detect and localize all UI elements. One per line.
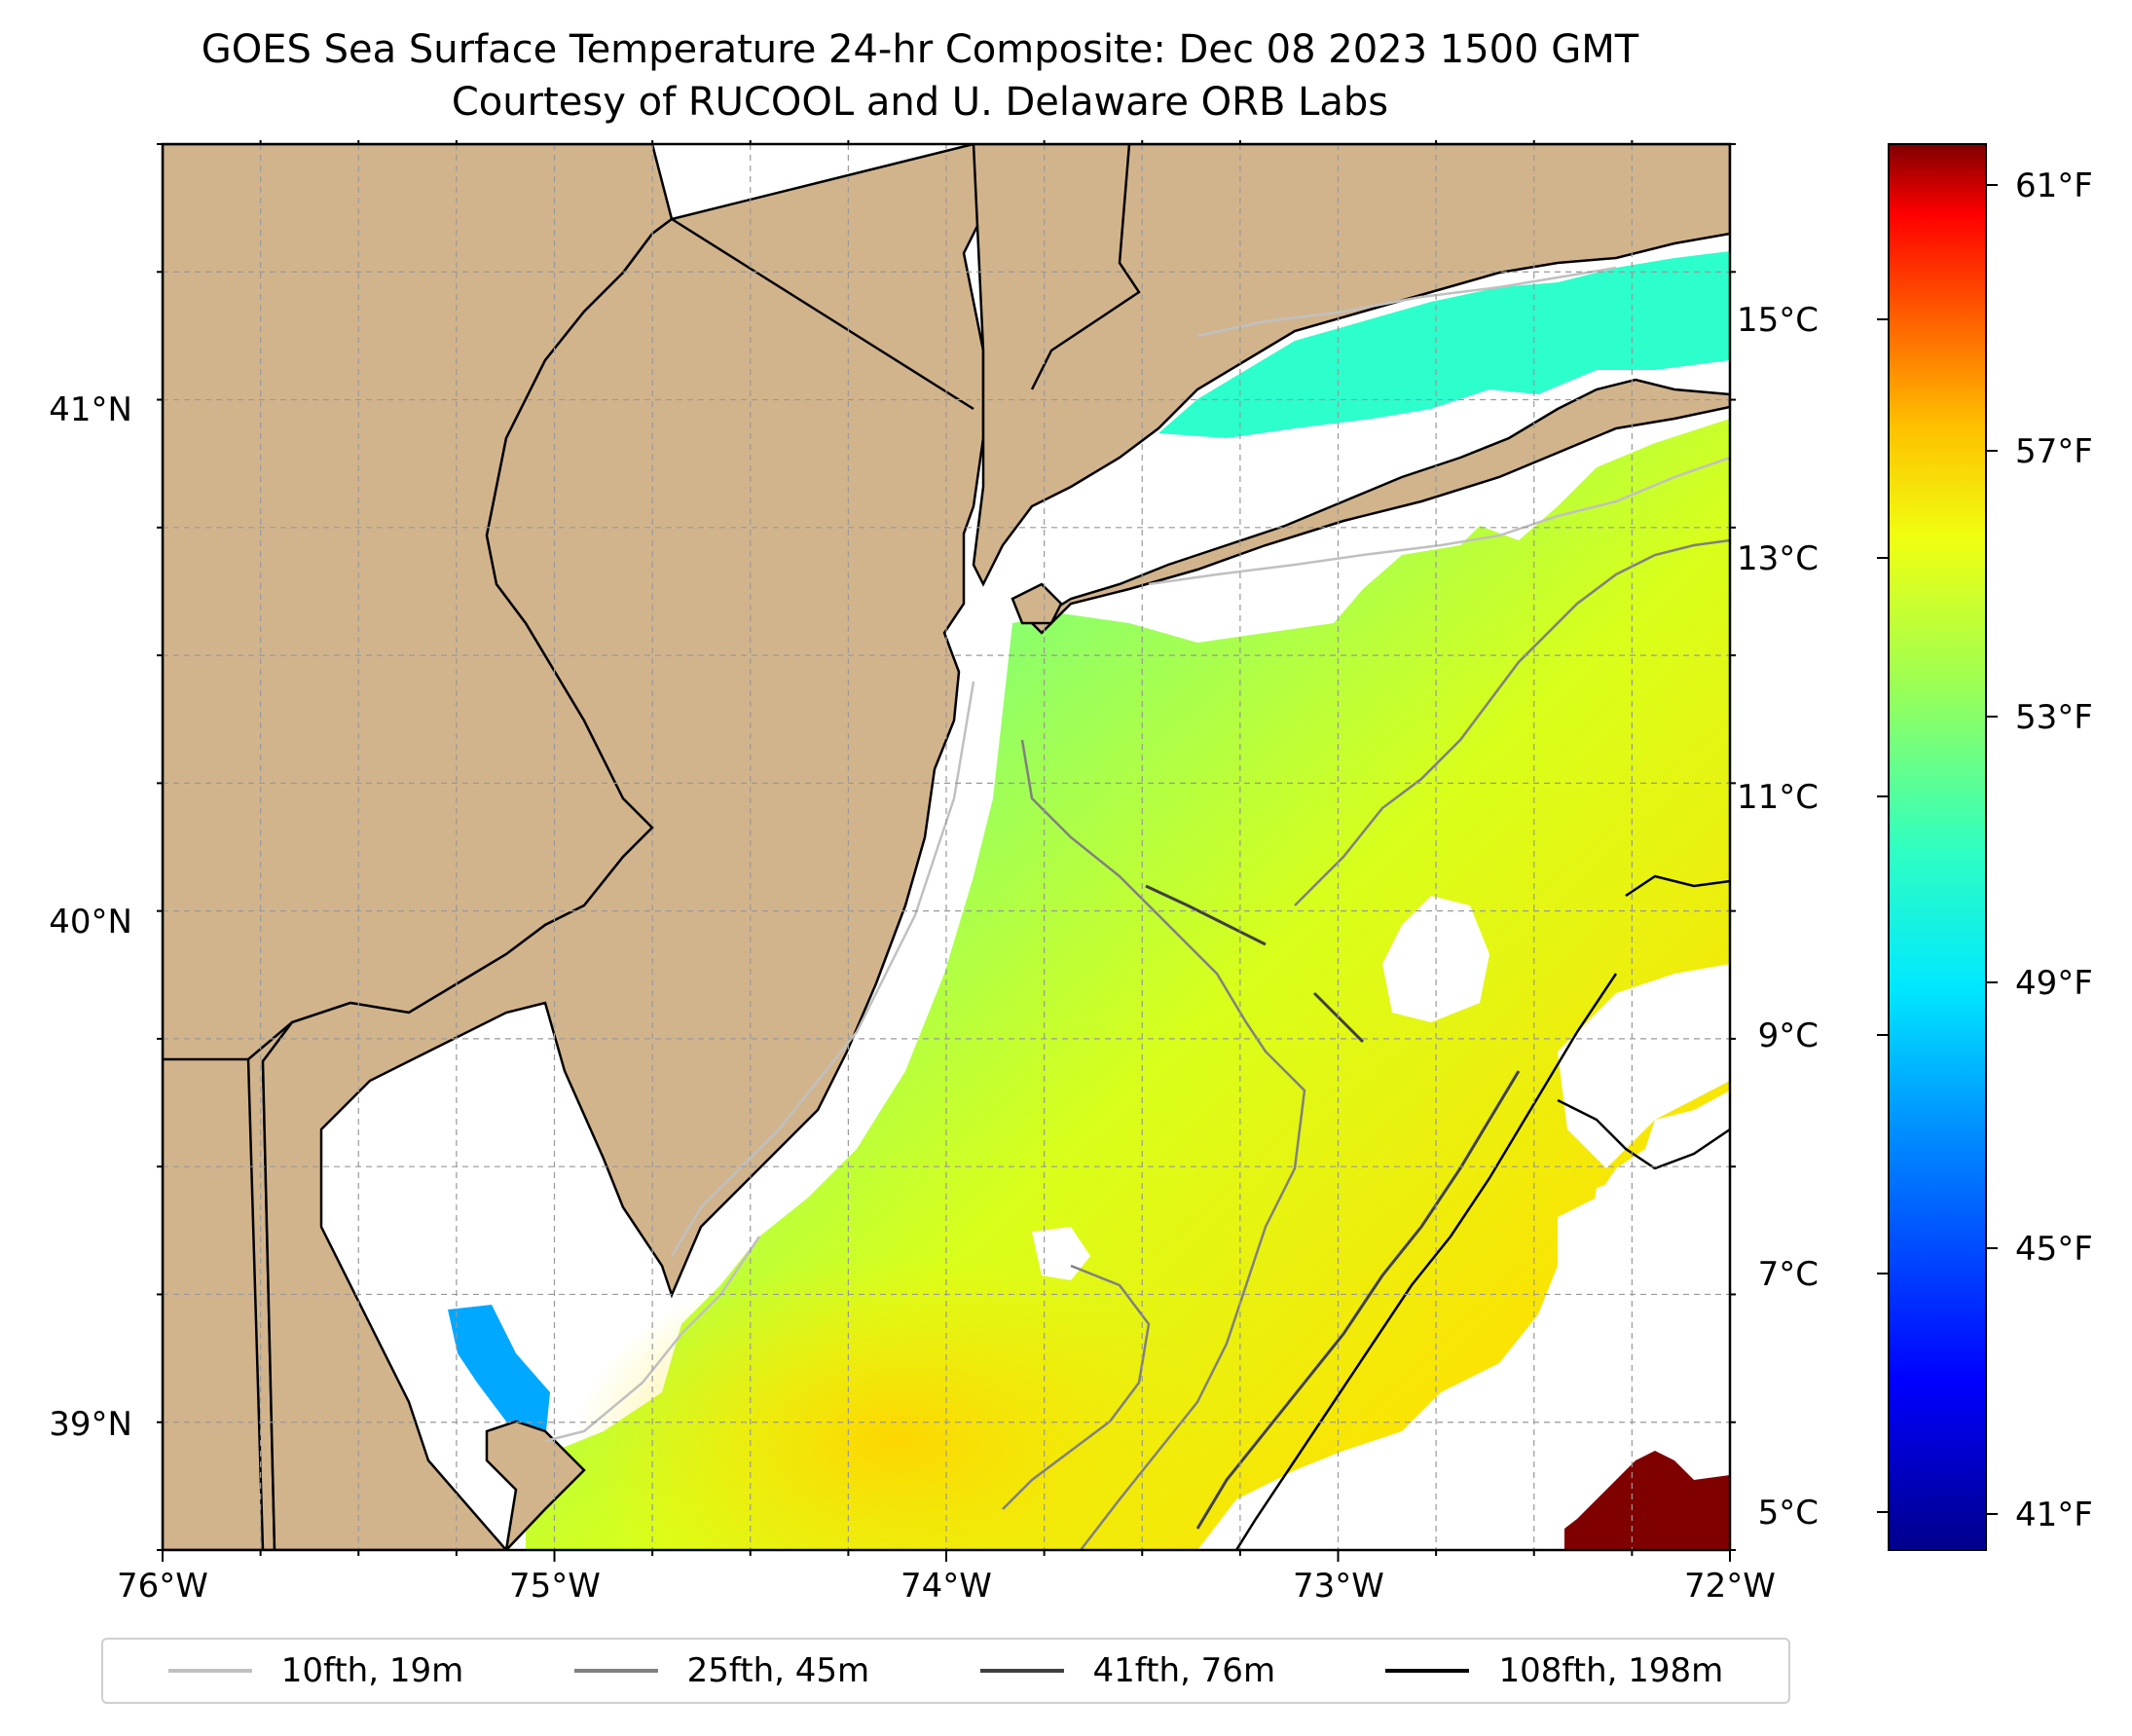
sst-field-sound — [1158, 251, 1730, 438]
legend-line — [1385, 1669, 1470, 1673]
contour-198m — [1234, 973, 1618, 1550]
contour-76m — [1145, 884, 1267, 946]
colorbar — [1888, 143, 1987, 1551]
lon-label: 72°W — [1684, 1567, 1776, 1606]
celsius-tick-label: 13°C — [1737, 539, 1819, 578]
fahrenheit-tick-label: 53°F — [2015, 698, 2093, 737]
sst-warm-patch — [1564, 1451, 1730, 1550]
contour-45m-east — [1294, 538, 1730, 906]
land-southern-delaware — [485, 1420, 586, 1550]
celsius-tick-label: 15°C — [1737, 301, 1819, 340]
legend-entry-25fth: 25fth, 45m — [573, 1651, 870, 1690]
contour-45m-loop — [1002, 1264, 1151, 1510]
lat-label: 41°N — [49, 390, 132, 429]
legend-label: 108fth, 198m — [1498, 1651, 1724, 1690]
fahrenheit-tick-label: 61°F — [2015, 166, 2093, 205]
legend-entry-108fth: 108fth, 198m — [1385, 1651, 1723, 1690]
lat-label: 40°N — [49, 903, 132, 942]
contour-45m — [1020, 739, 1306, 1550]
contour-19m — [670, 681, 975, 1257]
land-staten-island — [1011, 582, 1063, 625]
legend-label: 25fth, 45m — [686, 1651, 870, 1690]
legend-line — [573, 1669, 658, 1673]
lon-labels: 76°W 75°W 74°W 73°W 72°W — [117, 1567, 1776, 1606]
title-line-1: GOES Sea Surface Temperature 24-hr Compo… — [201, 27, 1639, 72]
axis-ticks — [157, 140, 1736, 1562]
legend-entry-10fth: 10fth, 19m — [167, 1651, 464, 1690]
fahrenheit-tick-label: 41°F — [2015, 1496, 2093, 1534]
contour-198m-b — [1557, 1098, 1730, 1170]
no-data-hole-2 — [1558, 964, 1730, 1168]
contour-76m-shelf — [1195, 1070, 1521, 1530]
lon-label: 76°W — [117, 1567, 208, 1606]
state-borders — [163, 144, 1141, 1550]
title-line-2: Courtesy of RUCOOL and U. Delaware ORB L… — [451, 80, 1389, 125]
contour-legend: 10fth, 19m 25fth, 45m 41fth, 76m 108fth,… — [101, 1638, 1790, 1704]
lat-labels: 41°N 40°N 39°N — [49, 390, 132, 1444]
lat-label: 39°N — [49, 1405, 132, 1444]
sst-field-delaware-bay — [448, 1305, 550, 1451]
contour-198m-c — [1625, 874, 1730, 898]
legend-entry-41fth: 41fth, 76m — [979, 1651, 1276, 1690]
land-new-york-ct — [972, 144, 1730, 587]
celsius-tick-labels: 15°C 13°C 11°C 9°C 7°C 5°C — [1737, 301, 1819, 1533]
legend-line — [979, 1669, 1064, 1673]
celsius-tick-label: 9°C — [1758, 1016, 1819, 1055]
map-area — [163, 144, 1730, 1550]
legend-label: 10fth, 19m — [280, 1651, 464, 1690]
land-long-island — [1030, 378, 1730, 635]
fahrenheit-tick-label: 49°F — [2015, 964, 2093, 1003]
lon-label: 73°W — [1293, 1567, 1384, 1606]
no-data-hole-3 — [1577, 1168, 1730, 1550]
celsius-tick-label: 7°C — [1758, 1255, 1819, 1294]
fahrenheit-tick-label: 45°F — [2015, 1230, 2093, 1269]
contour-19m-li — [1148, 456, 1730, 586]
warm-core — [574, 1256, 1217, 1550]
contour-19m-south — [544, 1236, 761, 1443]
fahrenheit-tick-label: 57°F — [2015, 432, 2093, 471]
legend-label: 41fth, 76m — [1092, 1651, 1276, 1690]
colorbar-ticks — [1877, 184, 1998, 1515]
legend-line — [167, 1669, 252, 1673]
lon-label: 74°W — [901, 1567, 992, 1606]
contour-19m-sound — [1196, 266, 1617, 338]
land-new-jersey — [261, 144, 985, 1550]
bathymetry-contours — [544, 266, 1730, 1550]
celsius-tick-label: 11°C — [1737, 778, 1819, 817]
lon-label: 75°W — [509, 1567, 601, 1606]
fahrenheit-tick-labels: 61°F 57°F 53°F 49°F 45°F 41°F — [2015, 166, 2093, 1534]
celsius-tick-label: 5°C — [1758, 1494, 1819, 1533]
contour-76m-b — [1312, 991, 1365, 1044]
